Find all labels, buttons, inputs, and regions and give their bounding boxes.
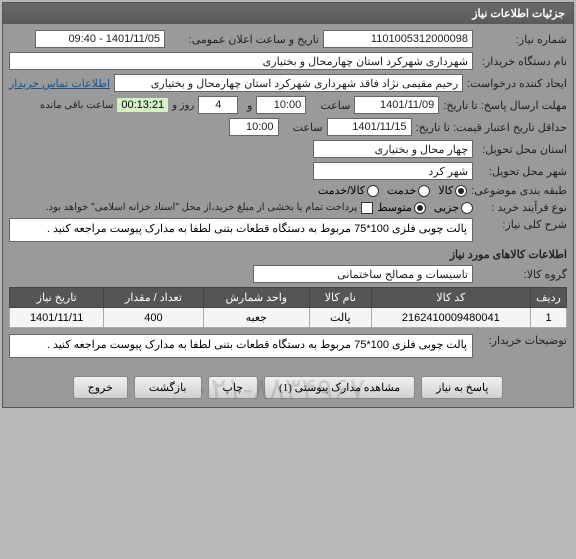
radio-partial[interactable]: [461, 202, 473, 214]
city-label: شهر محل تحویل:: [477, 165, 567, 178]
cell-name: پالت: [309, 308, 371, 328]
goods-section-title: اطلاعات کالاهای مورد نیاز: [9, 248, 567, 261]
radio-goods[interactable]: [455, 185, 467, 197]
respond-button[interactable]: پاسخ به نیاز: [421, 376, 503, 399]
col-code: کد کالا: [371, 288, 530, 308]
process-radio-group: جزیی متوسط: [377, 201, 473, 214]
province-field: چهار محال و بختیاری: [313, 140, 473, 158]
credit-date-field: 1401/11/15: [327, 118, 412, 136]
col-name: نام کالا: [309, 288, 371, 308]
credit-time-field: 10:00: [229, 118, 279, 136]
and-label: و: [242, 99, 252, 112]
deadline-label: مهلت ارسال پاسخ: تا تاریخ:: [443, 99, 567, 112]
city-field: شهر کرد: [313, 162, 473, 180]
process-label: نوع فرآیند خرید :: [477, 201, 567, 214]
radio-goods-label: کالا: [438, 184, 453, 197]
days-field: 4: [198, 96, 238, 114]
cell-qty: 400: [104, 308, 203, 328]
radio-service[interactable]: [418, 185, 430, 197]
announce-label: تاریخ و ساعت اعلان عمومی:: [169, 33, 319, 46]
desc-label: شرح کلی نیاز:: [477, 218, 567, 231]
buyer-notes-field: پالت چوبی فلزی 100*75 مربوط به دستگاه قط…: [9, 334, 473, 358]
radio-goods-service-label: کالا/خدمت: [318, 184, 365, 197]
radio-medium[interactable]: [414, 202, 426, 214]
back-button[interactable]: بازگشت: [134, 376, 202, 399]
buyer-label: نام دستگاه خریدار:: [477, 55, 567, 68]
treasury-checkbox[interactable]: [361, 202, 373, 214]
goods-table: ردیف کد کالا نام کالا واحد شمارش تعداد /…: [9, 287, 567, 328]
group-field: تاسیسات و مصالح ساختمانی: [253, 265, 473, 283]
table-header-row: ردیف کد کالا نام کالا واحد شمارش تعداد /…: [10, 288, 567, 308]
deadline-time-field: 10:00: [256, 96, 306, 114]
need-no-field: 1101005312000098: [323, 30, 473, 48]
cell-row: 1: [531, 308, 567, 328]
pay-note: پرداخت تمام یا بخشی از مبلغ خرید،از محل …: [46, 202, 358, 213]
deadline-date-field: 1401/11/09: [354, 96, 439, 114]
creator-field: رحیم مقیمی نژاد فاقد شهرداری شهرکرد استا…: [114, 74, 463, 92]
print-button[interactable]: چاپ: [208, 376, 259, 399]
attachments-button[interactable]: مشاهده مدارک پیوستی (1): [264, 376, 415, 399]
time-label-2: ساعت: [283, 121, 323, 134]
table-row[interactable]: 1 2162410009480041 پالت جعبه 400 1401/11…: [10, 308, 567, 328]
cell-code: 2162410009480041: [371, 308, 530, 328]
contact-link[interactable]: اطلاعات تماس خریدار: [9, 77, 110, 90]
credit-label: حداقل تاریخ اعتبار قیمت: تا تاریخ:: [416, 121, 567, 134]
panel-title: جزئیات اطلاعات نیاز: [3, 3, 573, 24]
radio-goods-service[interactable]: [367, 185, 379, 197]
cell-date: 1401/11/11: [10, 308, 104, 328]
radio-partial-label: جزیی: [434, 201, 459, 214]
remaining-label: ساعت باقی مانده: [40, 100, 113, 111]
cell-unit: جعبه: [203, 308, 309, 328]
radio-service-label: خدمت: [387, 184, 416, 197]
province-label: استان محل تحویل:: [477, 143, 567, 156]
group-label: گروه کالا:: [477, 268, 567, 281]
buyer-notes-label: توضیحات خریدار:: [477, 334, 567, 347]
announce-field: 1401/11/05 - 09:40: [35, 30, 165, 48]
time-label-1: ساعت: [310, 99, 350, 112]
category-radio-group: کالا خدمت کالا/خدمت: [318, 184, 467, 197]
desc-field: پالت چوبی فلزی 100*75 مربوط به دستگاه قط…: [9, 218, 473, 242]
radio-medium-label: متوسط: [377, 201, 412, 214]
col-date: تاریخ نیاز: [10, 288, 104, 308]
creator-label: ایجاد کننده درخواست:: [467, 77, 567, 90]
category-label: طبقه بندی موضوعی:: [471, 184, 567, 197]
col-unit: واحد شمارش: [203, 288, 309, 308]
exit-button[interactable]: خروج: [73, 376, 128, 399]
need-no-label: شماره نیاز:: [477, 33, 567, 46]
buyer-field: شهرداری شهرکرد استان چهارمحال و بختیاری: [9, 52, 473, 70]
button-bar: پاسخ به نیاز مشاهده مدارک پیوستی (1) چاپ…: [3, 368, 573, 407]
countdown: 00:13:21: [117, 98, 168, 112]
col-qty: تعداد / مقدار: [104, 288, 203, 308]
days-label: روز و: [172, 100, 194, 111]
col-row: ردیف: [531, 288, 567, 308]
